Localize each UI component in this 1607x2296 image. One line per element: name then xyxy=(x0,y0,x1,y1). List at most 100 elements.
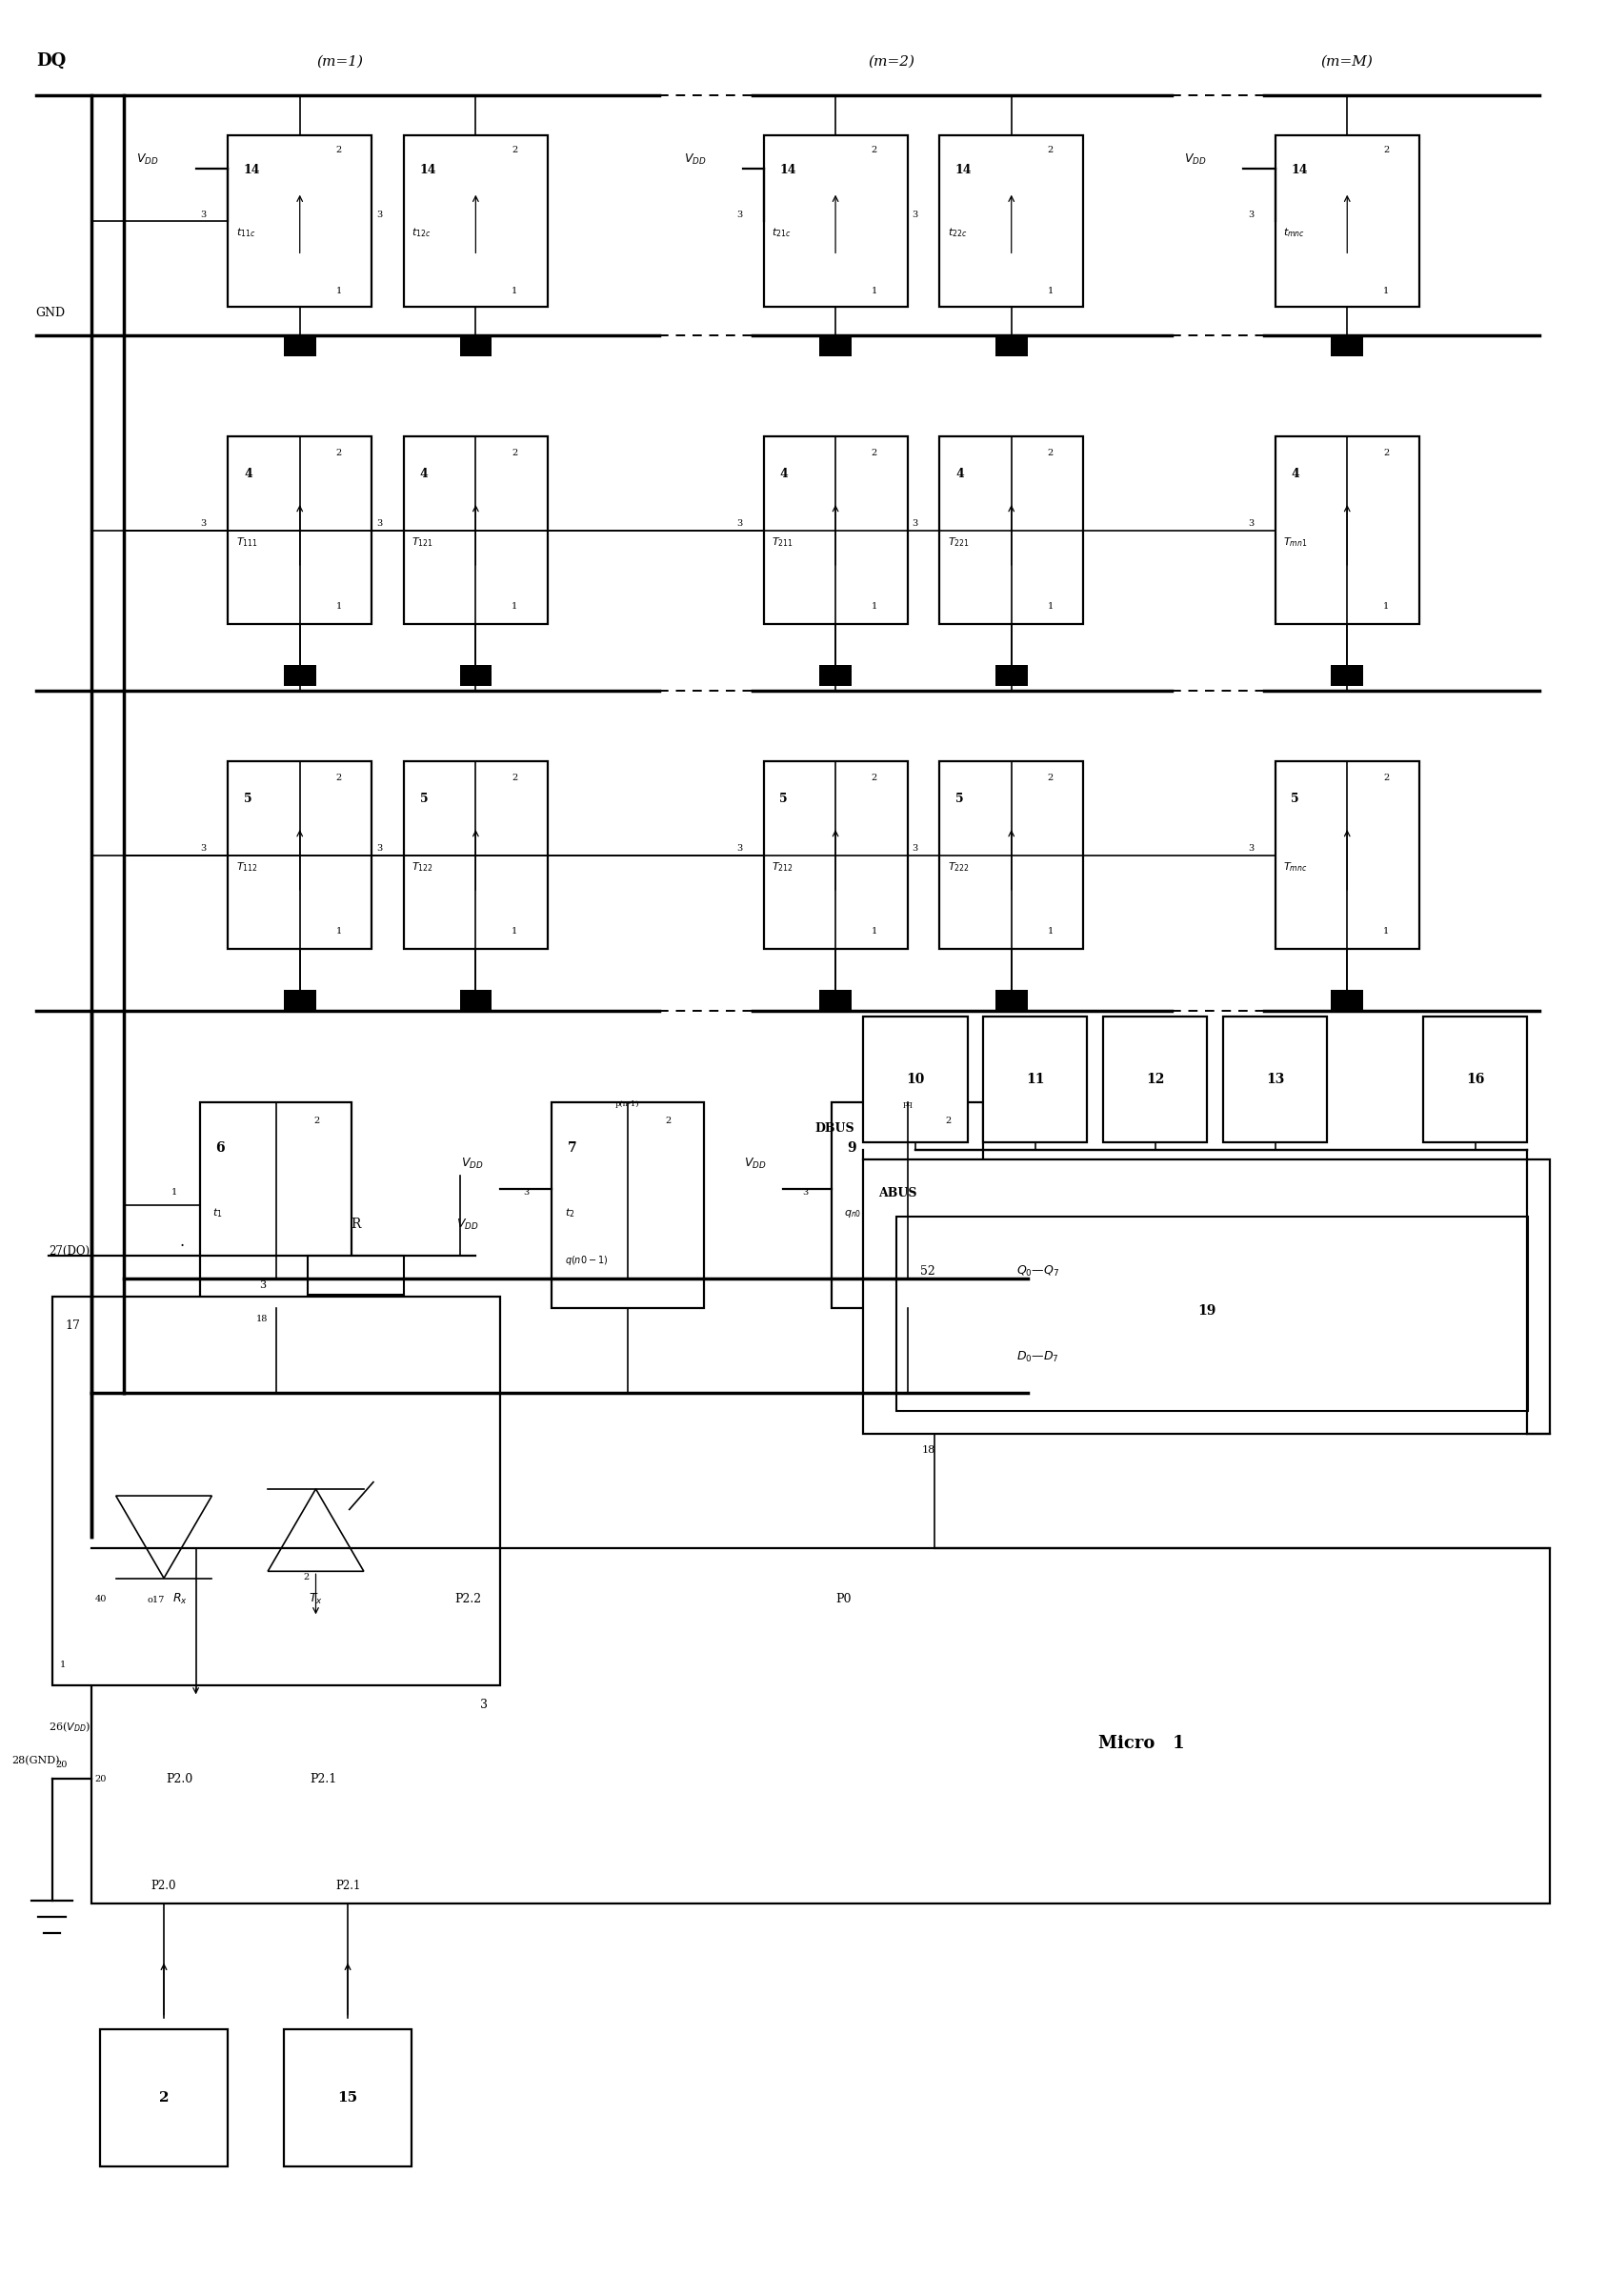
Text: 14: 14 xyxy=(956,163,972,177)
Text: 3: 3 xyxy=(804,1189,808,1196)
Text: 10: 10 xyxy=(906,1072,924,1086)
Text: $V_{DD}$: $V_{DD}$ xyxy=(461,1157,484,1171)
Text: 15: 15 xyxy=(337,2092,358,2103)
Text: 2: 2 xyxy=(1048,774,1053,783)
Text: $T_{211}$: $T_{211}$ xyxy=(771,535,794,549)
Text: 5: 5 xyxy=(419,792,427,806)
Text: 1: 1 xyxy=(511,287,517,296)
Text: 1: 1 xyxy=(1384,602,1388,611)
Text: P2.1: P2.1 xyxy=(336,1878,360,1892)
Text: pq: pq xyxy=(902,1100,913,1109)
Text: 3: 3 xyxy=(201,845,207,852)
Text: 4: 4 xyxy=(244,468,252,480)
Text: 2: 2 xyxy=(336,448,342,457)
Text: 3: 3 xyxy=(376,211,382,218)
Text: 1: 1 xyxy=(511,602,517,611)
Text: $V_{DD}$: $V_{DD}$ xyxy=(744,1157,767,1171)
Bar xyxy=(228,135,371,308)
Text: $T_{mn1}$: $T_{mn1}$ xyxy=(1284,535,1308,549)
Bar xyxy=(1276,135,1419,308)
Bar xyxy=(820,990,852,1010)
Text: P0: P0 xyxy=(836,1593,852,1605)
Text: 1: 1 xyxy=(871,287,877,296)
Bar xyxy=(897,1217,1528,1412)
Text: P2.0: P2.0 xyxy=(151,1878,177,1892)
Text: $T_{221}$: $T_{221}$ xyxy=(948,535,969,549)
Text: ·: · xyxy=(180,1238,185,1256)
Text: 1: 1 xyxy=(336,602,342,611)
Text: $T_{212}$: $T_{212}$ xyxy=(771,861,794,875)
Text: 3: 3 xyxy=(376,845,382,852)
Text: Micro   1: Micro 1 xyxy=(1099,1736,1184,1752)
Text: $t_2$: $t_2$ xyxy=(564,1205,574,1219)
Bar xyxy=(51,1297,500,1685)
Text: $t_{11c}$: $t_{11c}$ xyxy=(236,225,256,239)
Text: o17: o17 xyxy=(148,1596,164,1605)
Text: $T_{mnc}$: $T_{mnc}$ xyxy=(1284,861,1308,875)
Bar xyxy=(763,762,908,948)
Text: 4: 4 xyxy=(419,468,427,480)
Text: $D_0$—$D_7$: $D_0$—$D_7$ xyxy=(1016,1350,1059,1364)
Text: 2: 2 xyxy=(871,147,877,154)
Text: 9: 9 xyxy=(847,1141,857,1155)
Text: 5: 5 xyxy=(244,792,252,806)
Text: $V_{DD}$: $V_{DD}$ xyxy=(683,152,705,168)
Text: 3: 3 xyxy=(736,211,742,218)
Bar xyxy=(820,335,852,356)
Text: 3: 3 xyxy=(1249,519,1253,528)
Text: (m=1): (m=1) xyxy=(317,55,363,69)
Text: 1: 1 xyxy=(871,928,877,937)
Text: 3: 3 xyxy=(1249,211,1253,218)
Text: 14: 14 xyxy=(779,163,795,177)
Text: GND: GND xyxy=(35,308,66,319)
Text: DBUS: DBUS xyxy=(815,1123,855,1134)
Bar xyxy=(228,762,371,948)
Bar xyxy=(92,1548,1551,1903)
Text: 3: 3 xyxy=(736,845,742,852)
Text: 4: 4 xyxy=(956,468,964,480)
Bar xyxy=(1276,762,1419,948)
Text: 7: 7 xyxy=(567,1141,577,1155)
Text: 3: 3 xyxy=(736,519,742,528)
Bar xyxy=(1223,1017,1327,1143)
Text: 2: 2 xyxy=(1384,774,1388,783)
Bar xyxy=(284,2030,411,2165)
Text: 2: 2 xyxy=(871,774,877,783)
Bar xyxy=(995,990,1027,1010)
Text: 16: 16 xyxy=(1466,1072,1485,1086)
Text: $t_1$: $t_1$ xyxy=(212,1205,223,1219)
Bar xyxy=(1104,1017,1207,1143)
Bar xyxy=(863,1159,1551,1435)
Bar xyxy=(460,990,492,1010)
Text: 18: 18 xyxy=(257,1316,268,1322)
Text: 1: 1 xyxy=(1048,287,1053,296)
Text: 52: 52 xyxy=(921,1265,935,1277)
Bar xyxy=(995,666,1027,687)
Text: 2: 2 xyxy=(336,774,342,783)
Text: 20: 20 xyxy=(55,1761,67,1770)
Text: $q_{n0}$: $q_{n0}$ xyxy=(844,1208,861,1219)
Text: 1: 1 xyxy=(336,928,342,937)
Text: 1: 1 xyxy=(871,602,877,611)
Text: 28(GND): 28(GND) xyxy=(11,1756,59,1766)
Text: $T_{111}$: $T_{111}$ xyxy=(236,535,257,549)
Text: 12: 12 xyxy=(1146,1072,1165,1086)
Text: DQ: DQ xyxy=(35,53,66,69)
Text: 3: 3 xyxy=(480,1699,487,1711)
Bar xyxy=(460,666,492,687)
Text: 3: 3 xyxy=(259,1281,265,1290)
Text: (m=2): (m=2) xyxy=(868,55,914,69)
Text: $R_x$: $R_x$ xyxy=(172,1591,188,1605)
Text: 2: 2 xyxy=(304,1573,309,1582)
Text: 2: 2 xyxy=(159,2092,169,2103)
Text: 14: 14 xyxy=(244,163,260,177)
Bar xyxy=(763,135,908,308)
Text: $V_{DD}$: $V_{DD}$ xyxy=(1184,152,1207,168)
Text: 4: 4 xyxy=(1290,468,1300,480)
Bar xyxy=(403,762,548,948)
Bar xyxy=(940,762,1083,948)
Text: 3: 3 xyxy=(201,211,207,218)
Text: $T_{112}$: $T_{112}$ xyxy=(236,861,257,875)
Text: p(n-1): p(n-1) xyxy=(615,1100,640,1109)
Text: ABUS: ABUS xyxy=(879,1187,918,1199)
